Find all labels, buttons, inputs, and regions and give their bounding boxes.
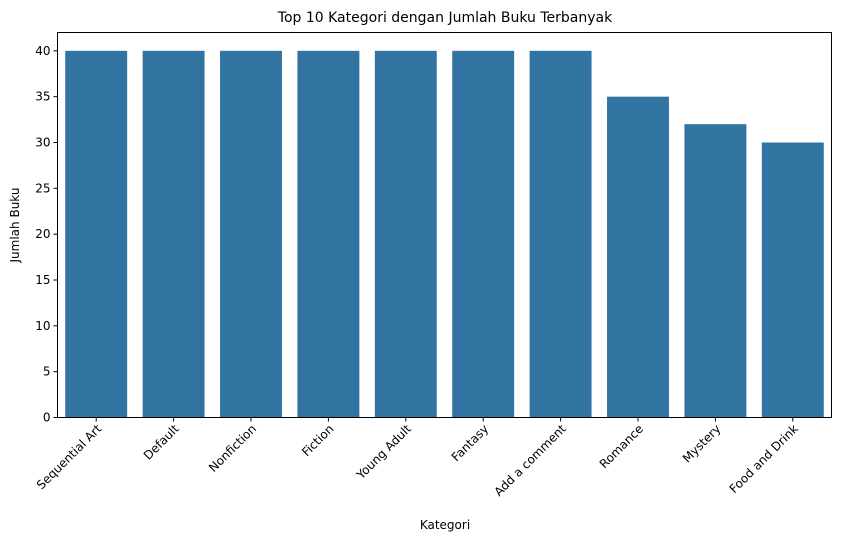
y-tick-label: 25 xyxy=(35,181,50,195)
chart-title: Top 10 Kategori dengan Jumlah Buku Terba… xyxy=(277,10,613,26)
x-tick-label: Default xyxy=(141,422,182,463)
x-tick-label: Sequential Art xyxy=(34,422,105,493)
plot-frame xyxy=(57,32,832,418)
bar-add-a-comment xyxy=(529,50,592,418)
y-tick-label: 15 xyxy=(35,273,50,287)
x-axis: Sequential Art Default Nonfiction Fiction Yo… xyxy=(34,417,801,499)
bar-young-adult xyxy=(374,50,437,418)
x-tick-label: Young Adult xyxy=(353,422,414,483)
y-tick-label: 10 xyxy=(35,319,50,333)
y-tick-label: 35 xyxy=(35,90,50,104)
y-tick-label: 30 xyxy=(35,136,50,150)
bar-default xyxy=(142,50,205,418)
bar-nonfiction xyxy=(220,50,282,418)
x-tick-label: Mystery xyxy=(680,422,724,466)
bar-sequential-art xyxy=(65,50,128,418)
y-axis: 0 5 10 15 20 25 30 35 40 xyxy=(35,44,58,425)
x-tick-label: Food and Drink xyxy=(727,422,801,496)
x-tick-label: Add a comment xyxy=(491,422,568,499)
bars-group xyxy=(65,50,824,418)
bar-mystery xyxy=(684,124,747,418)
bar-food-and-drink xyxy=(761,142,824,418)
x-axis-title: Kategori xyxy=(420,518,470,532)
bar-fantasy xyxy=(452,50,515,418)
x-tick-label: Romance xyxy=(597,422,646,471)
y-tick-label: 0 xyxy=(43,411,51,425)
y-tick-label: 40 xyxy=(35,44,50,58)
y-tick-label: 5 xyxy=(43,365,51,379)
x-tick-label: Fantasy xyxy=(449,422,492,465)
y-axis-title: Jumlah Buku xyxy=(8,188,22,264)
y-tick-label: 20 xyxy=(35,227,50,241)
bar-romance xyxy=(607,96,669,418)
bar-fiction xyxy=(297,50,360,418)
x-tick-label: Nonfiction xyxy=(206,422,259,475)
x-tick-label: Fiction xyxy=(299,422,336,459)
